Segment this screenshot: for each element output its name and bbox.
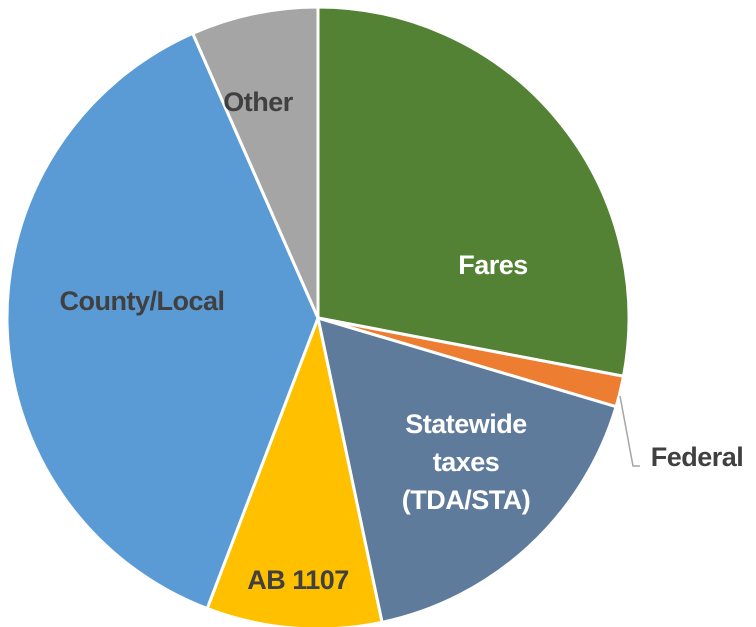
slice-label: Other [223, 87, 293, 117]
leader-line [619, 395, 640, 467]
slice-label: County/Local [59, 286, 225, 316]
slice-label: Statewide taxes (TDA/STA) [401, 409, 531, 515]
slice-label: Fares [458, 250, 528, 280]
pie-slice [5, 31, 320, 611]
slice-label: AB 1107 [247, 565, 349, 595]
slice-label: Federal [650, 442, 744, 472]
pie-slice [316, 5, 631, 378]
pie-slice [316, 316, 618, 624]
pie-slice [191, 5, 320, 320]
pie-slice [205, 316, 384, 627]
